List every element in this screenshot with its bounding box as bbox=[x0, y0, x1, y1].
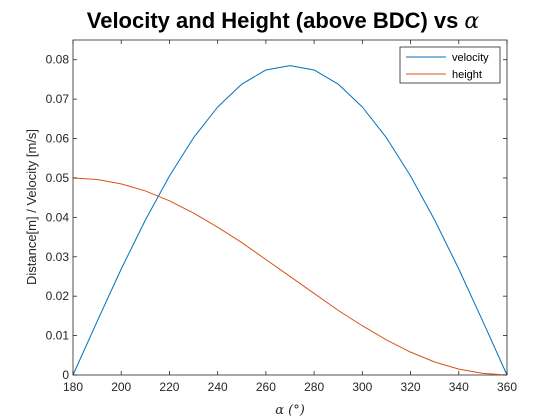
series-lines bbox=[72, 65, 508, 376]
x-tick-label: 300 bbox=[352, 380, 372, 394]
plot-area bbox=[72, 39, 508, 376]
legend-height-label: height bbox=[452, 69, 482, 81]
legend-velocity-label: velocity bbox=[452, 52, 489, 64]
y-axis-label: Distance[m] / Velocity [m/s] bbox=[24, 129, 39, 285]
y-tick-label: 0 bbox=[62, 368, 69, 382]
x-tick-label: 340 bbox=[449, 380, 469, 394]
x-tick-label: 240 bbox=[208, 380, 228, 394]
x-tick-label: 360 bbox=[497, 380, 517, 394]
x-tick-label: 260 bbox=[256, 380, 276, 394]
x-axis-label: α (°) bbox=[275, 403, 305, 418]
y-tick-label: 0.01 bbox=[46, 329, 70, 343]
x-tick-label: 180 bbox=[63, 380, 83, 394]
chart-title: Velocity and Height (above BDC) vs α bbox=[87, 8, 480, 34]
chart-title-symbol: α bbox=[464, 9, 479, 34]
x-tick-label: 320 bbox=[401, 380, 421, 394]
height-line bbox=[72, 177, 508, 376]
y-tick-label: 0.04 bbox=[46, 210, 70, 224]
legend-box bbox=[399, 46, 501, 84]
legend: velocity height bbox=[399, 46, 501, 84]
y-tick-label: 0.05 bbox=[46, 171, 70, 185]
axis-ticks: 180 200 220 240 260 280 300 320 340 360 0 0.01 0.02 0… bbox=[46, 40, 517, 394]
y-tick-label: 0.02 bbox=[46, 289, 70, 303]
y-tick-label: 0.06 bbox=[46, 132, 70, 146]
x-tick-label: 280 bbox=[304, 380, 324, 394]
y-tick-label: 0.03 bbox=[46, 250, 70, 264]
y-tick-label: 0.07 bbox=[46, 92, 70, 106]
chart-title-text: Velocity and Height (above BDC) vs bbox=[87, 8, 459, 33]
velocity-line bbox=[72, 65, 508, 376]
x-tick-label: 200 bbox=[111, 380, 131, 394]
x-tick-label: 220 bbox=[159, 380, 179, 394]
y-tick-label: 0.08 bbox=[46, 53, 70, 67]
